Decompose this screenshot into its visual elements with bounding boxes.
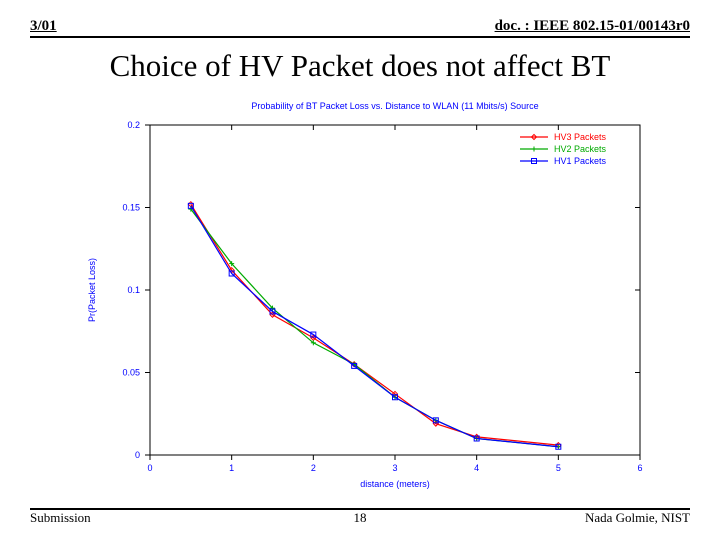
header-date: 3/01 [30, 18, 57, 35]
slide-title: Choice of HV Packet does not affect BT [0, 48, 720, 84]
svg-text:2: 2 [311, 463, 316, 473]
legend-HV1 Packets: HV1 Packets [554, 156, 607, 166]
chart-container: Probability of BT Packet Loss vs. Distan… [60, 95, 660, 495]
svg-text:0.2: 0.2 [127, 120, 140, 130]
svg-text:6: 6 [637, 463, 642, 473]
packet-loss-chart: Probability of BT Packet Loss vs. Distan… [60, 95, 660, 495]
svg-text:0.05: 0.05 [122, 368, 140, 378]
svg-text:1: 1 [229, 463, 234, 473]
y-axis-label: Pr(Packet Loss) [87, 258, 97, 322]
footer-author: Nada Golmie, NIST [585, 510, 690, 526]
series-HV2 Packets [191, 209, 559, 447]
svg-text:0.1: 0.1 [127, 285, 140, 295]
svg-text:3: 3 [392, 463, 397, 473]
chart-title: Probability of BT Packet Loss vs. Distan… [251, 101, 538, 111]
series-HV1 Packets [191, 206, 559, 447]
x-axis-label: distance (meters) [360, 479, 430, 489]
slide-header: 3/01 doc. : IEEE 802.15-01/00143r0 [30, 12, 690, 38]
svg-text:0: 0 [135, 450, 140, 460]
svg-text:4: 4 [474, 463, 479, 473]
legend-HV3 Packets: HV3 Packets [554, 132, 607, 142]
series-HV3 Packets [191, 204, 559, 445]
svg-text:5: 5 [556, 463, 561, 473]
header-doc-id: doc. : IEEE 802.15-01/00143r0 [495, 18, 690, 35]
slide-footer: Submission 18 Nada Golmie, NIST [30, 508, 690, 528]
svg-text:0.15: 0.15 [122, 203, 140, 213]
svg-text:0: 0 [147, 463, 152, 473]
legend-HV2 Packets: HV2 Packets [554, 144, 607, 154]
header-rule [30, 36, 690, 38]
